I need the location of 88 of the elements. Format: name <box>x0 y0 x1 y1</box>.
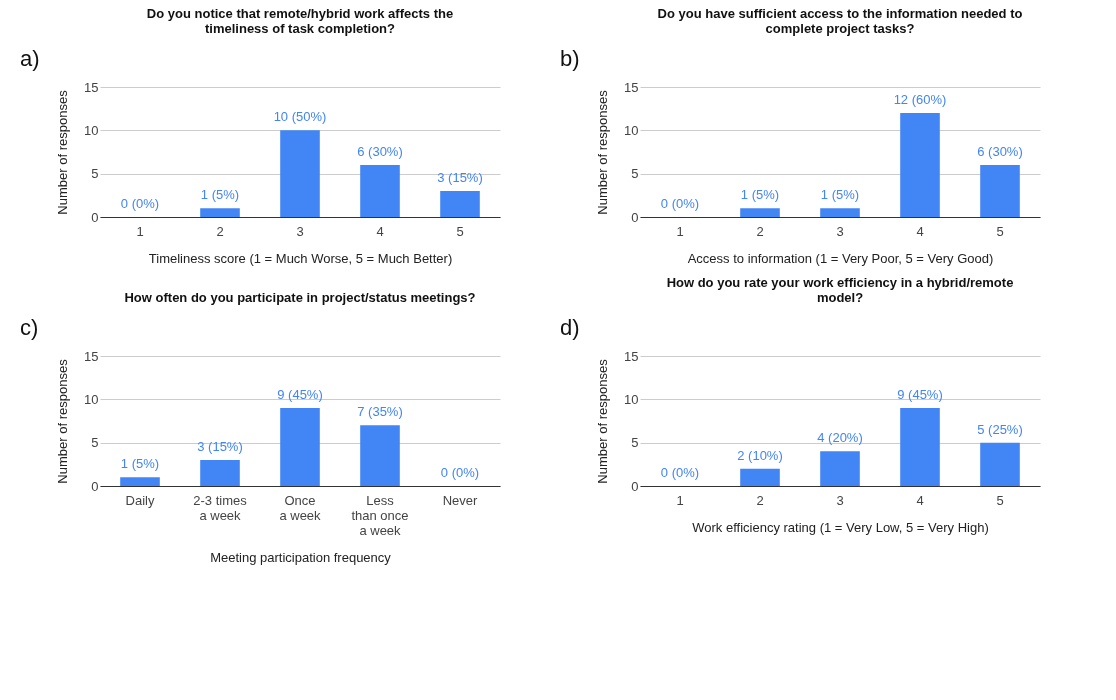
y-tick-label: 0 <box>91 478 99 494</box>
text: a) <box>20 46 40 71</box>
data-label: 9 (45%) <box>277 387 323 402</box>
x-tick-label: 5 <box>456 223 464 239</box>
bar <box>440 191 480 217</box>
x-tick-label: Less than once a week <box>351 492 409 538</box>
data-label: 6 (30%) <box>977 144 1023 159</box>
data-label: 0 (0%) <box>120 196 160 211</box>
chart-title: Do you notice that remote/hybrid work affects the timeliness of task completion? <box>146 6 454 36</box>
chart-title: How do you rate your work efficiency in a hybrid/remote model? <box>666 275 1014 305</box>
data-label: 1 (5%) <box>200 187 240 203</box>
x-tick-label: 3 <box>836 223 844 239</box>
bar <box>280 130 320 217</box>
chart-title: Do you have sufficient access to the information needed to complete project tasks? <box>657 6 1023 36</box>
y-tick-label: 15 <box>84 79 99 95</box>
y-tick-label: 10 <box>84 391 99 407</box>
y-tick-label: 15 <box>624 79 639 95</box>
y-tick-label: 5 <box>91 435 99 451</box>
bar <box>360 165 400 217</box>
chart-title: How often do you participate in project/status meetings? <box>124 290 476 305</box>
data-label: 0 (0%) <box>660 196 700 211</box>
x-tick-label: 4 <box>916 492 924 508</box>
bar <box>980 165 1020 217</box>
x-tick-label: 5 <box>996 223 1004 239</box>
y-tick-label: 5 <box>91 166 99 182</box>
x-tick-label: Daily <box>125 492 155 508</box>
x-tick-label: 2 <box>756 223 764 239</box>
x-tick-label: 5 <box>996 492 1004 508</box>
x-tick-label: Never <box>442 492 478 508</box>
y-tick-label: 0 <box>631 478 639 494</box>
bar <box>900 408 940 486</box>
y-tick-label: 15 <box>624 348 639 364</box>
y-tick-label: 5 <box>631 435 639 451</box>
x-tick-label: 2 <box>216 223 224 239</box>
x-tick-label: 4 <box>376 223 384 239</box>
bar <box>820 451 860 486</box>
data-label: 5 (25%) <box>977 421 1023 437</box>
bar <box>280 408 320 486</box>
data-label: 0 (0%) <box>440 465 480 480</box>
x-tick-label: 1 <box>676 492 684 508</box>
bar <box>820 208 860 217</box>
x-tick-label: 4 <box>916 223 924 239</box>
data-label: 10 (50%) <box>273 109 327 125</box>
bar <box>980 442 1020 486</box>
bar <box>740 208 780 217</box>
x-tick-label: 2 <box>756 492 764 508</box>
x-tick-label: 3 <box>836 492 844 508</box>
data-label: 3 (15%) <box>197 439 243 454</box>
y-axis-title: Number of responses <box>55 89 71 215</box>
bar <box>120 477 160 486</box>
y-tick-label: 5 <box>631 166 639 182</box>
bar <box>360 425 400 486</box>
data-label: 4 (20%) <box>817 430 863 446</box>
bar <box>900 113 940 217</box>
data-label: 7 (35%) <box>357 404 403 420</box>
y-tick-label: 10 <box>84 122 99 138</box>
x-tick-label: 3 <box>296 223 304 239</box>
data-label: 1 (5%) <box>740 187 780 203</box>
bar <box>200 208 240 217</box>
x-tick-label: Once a week <box>279 492 322 523</box>
y-tick-label: 10 <box>624 122 639 138</box>
data-label: 12 (60%) <box>893 92 947 107</box>
text: b) <box>560 46 580 71</box>
bar <box>740 468 780 486</box>
data-label: 1 (5%) <box>820 187 860 203</box>
text: d) <box>560 315 580 340</box>
y-axis-title: Number of responses <box>55 358 71 484</box>
data-label: 9 (45%) <box>897 387 943 402</box>
y-axis-title: Number of responses <box>595 89 611 215</box>
x-axis-title: Work efficiency rating (1 = Very Low, 5 = Very High) <box>692 519 989 535</box>
data-label: 6 (30%) <box>357 144 403 159</box>
y-tick-label: 10 <box>624 391 639 407</box>
bar <box>200 460 240 486</box>
x-axis-title: Timeliness score (1 = Much Worse, 5 = Much Better) <box>148 250 453 266</box>
x-tick-label: 1 <box>136 223 144 239</box>
y-tick-label: 0 <box>91 209 99 225</box>
x-axis-title: Meeting participation frequency <box>210 549 392 565</box>
y-tick-label: 0 <box>631 209 639 225</box>
data-label: 0 (0%) <box>660 465 700 480</box>
x-tick-label: 2-3 times a week <box>193 492 248 523</box>
y-tick-label: 15 <box>84 348 99 364</box>
x-axis-title: Access to information (1 = Very Poor, 5 = Very Good) <box>687 250 994 266</box>
data-label: 2 (10%) <box>737 447 783 463</box>
data-label: 3 (15%) <box>437 170 483 185</box>
y-axis-title: Number of responses <box>595 358 611 484</box>
x-tick-label: 1 <box>676 223 684 239</box>
data-label: 1 (5%) <box>120 456 160 472</box>
text: c) <box>20 315 39 340</box>
